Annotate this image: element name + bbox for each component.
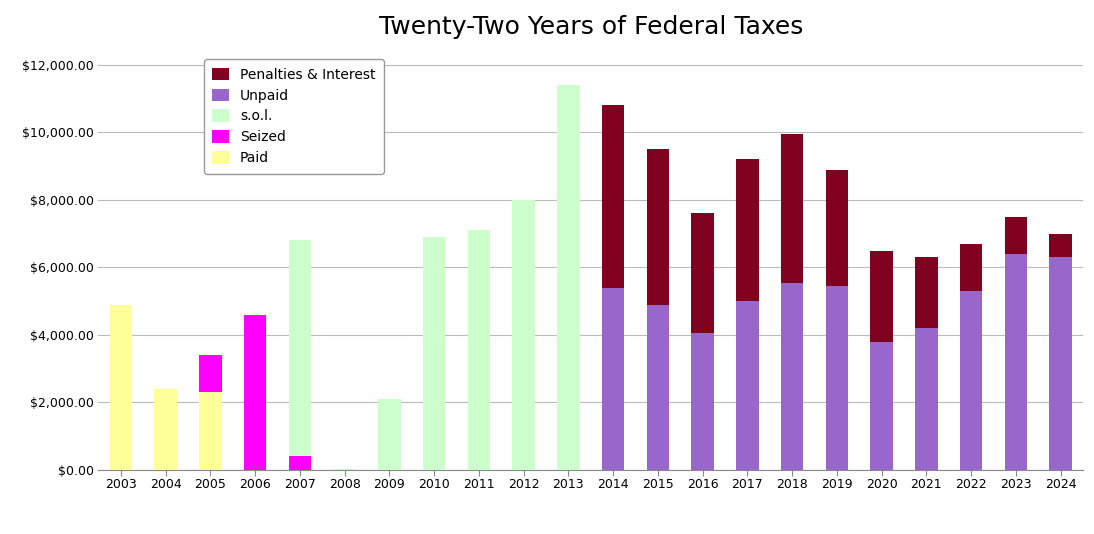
Bar	[423, 237, 445, 470]
Bar	[512, 200, 535, 470]
Bar	[467, 230, 490, 470]
Bar	[871, 250, 893, 342]
Bar	[244, 315, 266, 470]
Bar	[557, 85, 580, 470]
Bar	[379, 399, 400, 470]
Bar	[781, 282, 803, 470]
Bar	[647, 304, 670, 470]
Bar	[736, 160, 758, 301]
Bar	[736, 301, 758, 470]
Bar	[602, 288, 625, 470]
Bar	[916, 328, 938, 470]
Bar	[154, 389, 177, 470]
Bar	[1004, 217, 1027, 254]
Bar	[602, 105, 625, 288]
Legend: Penalties & Interest, Unpaid, s.o.l., Seized, Paid: Penalties & Interest, Unpaid, s.o.l., Se…	[203, 59, 384, 174]
Bar	[289, 457, 311, 470]
Bar	[1049, 234, 1072, 257]
Bar	[334, 469, 356, 470]
Bar	[647, 150, 670, 304]
Bar	[781, 134, 803, 282]
Bar	[826, 286, 848, 470]
Title: Twenty-Two Years of Federal Taxes: Twenty-Two Years of Federal Taxes	[379, 15, 803, 39]
Bar	[826, 170, 848, 286]
Bar	[961, 291, 982, 470]
Bar	[1049, 257, 1072, 470]
Bar	[289, 240, 311, 457]
Bar	[199, 355, 221, 392]
Bar	[109, 304, 132, 470]
Bar	[1004, 254, 1027, 470]
Bar	[916, 257, 938, 328]
Bar	[691, 333, 714, 470]
Bar	[871, 342, 893, 470]
Bar	[691, 214, 714, 333]
Bar	[199, 392, 221, 470]
Bar	[961, 244, 982, 291]
